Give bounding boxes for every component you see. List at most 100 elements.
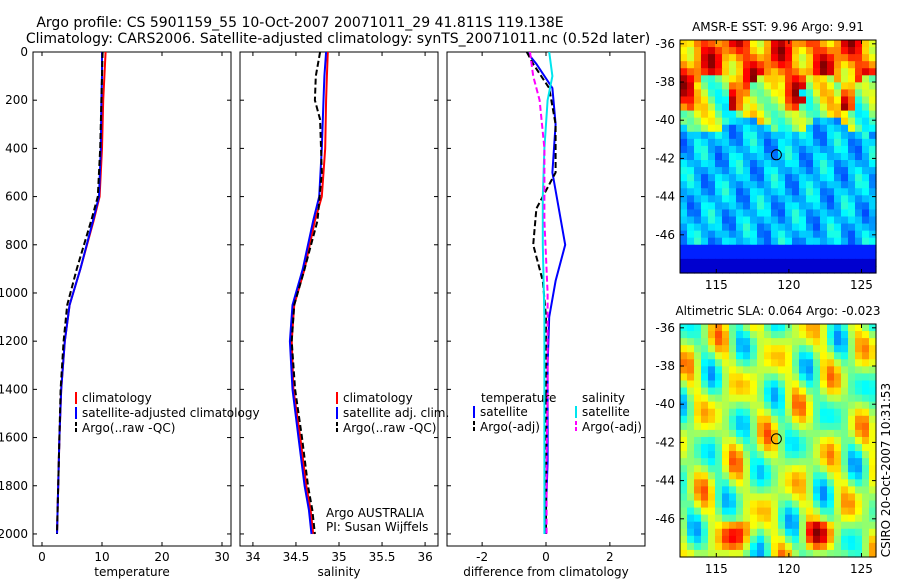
sst-heat-cell xyxy=(715,96,723,105)
sla-heat-cell xyxy=(813,500,821,509)
sst-heat-cell xyxy=(827,160,835,168)
sla-heat-cell xyxy=(736,500,744,509)
sst-heat-cell xyxy=(680,237,688,246)
sst-heat-cell xyxy=(785,174,793,182)
sal-xtick-label: 34 xyxy=(245,550,260,564)
sst-heat-cell xyxy=(694,195,702,203)
sst-heat-cell xyxy=(729,230,737,239)
temp-ytick-label: 400 xyxy=(5,141,28,155)
sla-heat-cell xyxy=(778,387,786,396)
sla-heat-cell xyxy=(701,345,709,353)
sla-heat-cell xyxy=(694,401,702,410)
sla-heat-cell xyxy=(750,500,758,509)
sla-heat-cell xyxy=(757,324,765,332)
sst-heat-cell xyxy=(736,216,744,225)
sla-heat-cell xyxy=(785,521,793,530)
sla-heat-cell xyxy=(743,458,751,466)
sla-heat-cell xyxy=(785,387,793,396)
sst-heat-cell xyxy=(694,167,702,175)
sla-heat-cell xyxy=(680,415,688,424)
sst-heat-cell xyxy=(715,138,723,147)
sla-heat-cell xyxy=(771,465,779,473)
sst-heat-cell xyxy=(841,117,849,126)
diff-legend-label: satellite xyxy=(480,405,528,419)
sla-heat-cell xyxy=(687,535,695,544)
sst-heat-cell xyxy=(715,61,723,69)
sla-heat-cell xyxy=(736,401,744,410)
sla-heat-cell xyxy=(834,401,842,410)
sla-heat-cell xyxy=(862,331,870,339)
sla-heat-cell xyxy=(736,528,744,537)
sst-heat-cell xyxy=(764,265,772,274)
sla-heat-cell xyxy=(806,549,814,558)
sla-heat-cell xyxy=(708,380,716,389)
sst-heat-cell xyxy=(834,82,842,91)
sst-heat-cell xyxy=(806,152,814,161)
sla-heat-cell xyxy=(834,444,842,452)
sla-heat-cell xyxy=(792,542,800,551)
sst-heat-cell xyxy=(729,96,737,105)
sst-ytick-label: -40 xyxy=(655,113,675,127)
sst-heat-cell xyxy=(820,237,828,246)
sla-heat-cell xyxy=(792,479,800,487)
sla-heat-cell xyxy=(834,542,842,551)
sla-heat-cell xyxy=(820,451,828,459)
sst-heat-cell xyxy=(722,145,730,154)
sst-heat-cell xyxy=(869,110,877,119)
sst-heat-cell xyxy=(799,47,807,55)
sla-heat-cell xyxy=(834,535,842,544)
sla-heat-cell xyxy=(806,324,814,332)
sla-heat-cell xyxy=(813,521,821,530)
sst-heat-cell xyxy=(708,195,716,203)
sst-heat-cell xyxy=(848,223,856,232)
sst-heat-cell xyxy=(743,47,751,55)
sla-heat-cell xyxy=(813,345,821,353)
sla-heat-cell xyxy=(680,380,688,389)
sst-heat-cell xyxy=(848,145,856,154)
sla-heat-cell xyxy=(855,472,863,480)
sla-heat-cell xyxy=(736,549,744,558)
sla-heat-cell xyxy=(764,528,772,537)
sla-heat-cell xyxy=(701,387,709,396)
sst-heat-cell xyxy=(771,209,779,218)
sst-heat-cell xyxy=(680,124,688,133)
sst-heat-cell xyxy=(862,244,870,253)
sst-heat-cell xyxy=(841,110,849,119)
sla-heat-cell xyxy=(813,535,821,544)
sla-heat-cell xyxy=(778,500,786,509)
sst-heat-cell xyxy=(757,258,765,267)
sst-heat-cell xyxy=(771,124,779,133)
temp-ytick-label: 200 xyxy=(5,93,28,107)
sst-heat-cell xyxy=(743,145,751,154)
sst-heat-cell xyxy=(694,117,702,126)
sst-heat-cell xyxy=(820,230,828,239)
sla-heat-cell xyxy=(848,493,856,502)
sla-heat-cell xyxy=(799,352,807,360)
sla-heat-cell xyxy=(764,500,772,509)
sla-heat-cell xyxy=(687,528,695,537)
sst-heat-cell xyxy=(820,103,828,112)
sst-heat-cell xyxy=(729,244,737,253)
sst-heat-cell xyxy=(715,110,723,119)
sst-heat-cell xyxy=(708,216,716,225)
sst-heat-cell xyxy=(736,82,744,91)
sla-heat-cell xyxy=(701,451,709,459)
sla-heat-cell xyxy=(785,359,793,367)
sla-heat-cell xyxy=(834,345,842,353)
sla-heat-cell xyxy=(764,352,772,360)
sla-heat-cell xyxy=(848,338,856,346)
sla-heat-cell xyxy=(771,535,779,544)
sst-heat-cell xyxy=(848,181,856,189)
sla-heat-cell xyxy=(771,331,779,339)
sst-heat-cell xyxy=(701,188,709,196)
sst-heat-cell xyxy=(708,230,716,239)
sla-heat-cell xyxy=(827,387,835,396)
sst-heat-cell xyxy=(834,195,842,203)
sla-heat-cell xyxy=(729,500,737,509)
sst-heat-cell xyxy=(722,82,730,91)
sla-heat-cell xyxy=(750,345,758,353)
sst-heat-cell xyxy=(729,117,737,126)
sst-heat-cell xyxy=(729,223,737,232)
sst-heat-cell xyxy=(729,265,737,274)
sla-heat-cell xyxy=(743,451,751,459)
